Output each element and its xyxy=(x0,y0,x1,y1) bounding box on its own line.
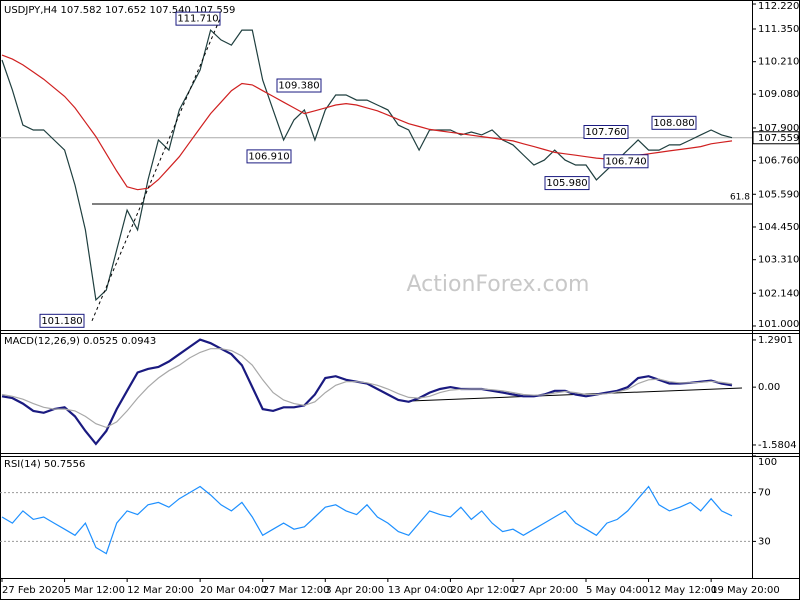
y-tick-label: 103.310 xyxy=(758,255,799,266)
annotation-box xyxy=(39,313,85,328)
annotation-box xyxy=(651,115,697,130)
y-tick-label: 70 xyxy=(758,488,771,499)
y-tick-label: 30 xyxy=(758,536,771,547)
annotation-label: 108.080 xyxy=(653,118,694,129)
price-title: USDJPY,H4 107.582 107.652 107.540 107.55… xyxy=(4,5,235,16)
series-line xyxy=(1,485,733,555)
y-tick-label: 109.080 xyxy=(758,89,799,100)
annotation-label: 109.380 xyxy=(278,81,319,92)
last-price-label: 107.559 xyxy=(758,133,799,144)
y-tick-label: 102.140 xyxy=(758,288,799,299)
y-tick-label: 1.2901 xyxy=(758,335,793,346)
y-tick-label: 107.900 xyxy=(758,123,799,134)
x-tick-label: 12 May 12:00 xyxy=(649,585,718,596)
annotation-label: 107.760 xyxy=(585,127,626,138)
x-tick-label: 5 May 04:00 xyxy=(586,585,648,596)
annotation-label: 111.710 xyxy=(177,14,218,25)
x-tick-label: 3 Apr 20:00 xyxy=(325,585,384,596)
series-line xyxy=(1,348,733,429)
annotation-box xyxy=(603,154,649,169)
fib-label: 61.8 xyxy=(730,193,750,203)
y-tick-label: -1.5804 xyxy=(758,440,797,451)
x-tick-label: 13 Apr 04:00 xyxy=(388,585,453,596)
y-tick-label: 100 xyxy=(758,457,777,468)
x-tick-label: 27 Mar 12:00 xyxy=(263,585,330,596)
x-tick-label: 12 Mar 20:00 xyxy=(127,585,194,596)
annotation-label: 105.980 xyxy=(546,178,587,189)
y-tick-label: 105.590 xyxy=(758,189,799,200)
x-tick-label: 19 May 20:00 xyxy=(711,585,780,596)
annotation-box xyxy=(583,125,629,139)
swing-trendline xyxy=(91,18,221,322)
y-tick-label: 0.00 xyxy=(758,382,780,393)
series-line xyxy=(1,338,733,446)
annotation-label: 106.740 xyxy=(605,156,646,167)
annotation-label: 101.180 xyxy=(41,316,82,327)
rsi-title: RSI(14) 50.7556 xyxy=(4,459,85,470)
y-tick-label: 101.000 xyxy=(758,319,799,330)
x-tick-label: 20 Apr 12:00 xyxy=(450,585,515,596)
x-tick-label: 20 Mar 04:00 xyxy=(200,585,267,596)
watermark: ActionForex.com xyxy=(407,272,590,297)
x-tick-label: 27 Apr 20:00 xyxy=(513,585,578,596)
macd-title: MACD(12,26,9) 0.0525 0.0943 xyxy=(4,336,156,347)
annotation-box xyxy=(246,149,292,164)
last-price-box xyxy=(752,131,800,145)
x-tick-label: 27 Feb 2020 xyxy=(2,585,64,596)
annotation-label: 106.910 xyxy=(248,151,289,162)
annotation-box xyxy=(276,78,322,93)
x-tick-label: 5 Mar 12:00 xyxy=(65,585,125,596)
annotation-box xyxy=(544,176,590,191)
annotation-box xyxy=(175,11,221,26)
y-tick-label: 111.350 xyxy=(758,24,799,35)
y-tick-label: 112.220 xyxy=(758,1,799,12)
y-tick-label: 110.210 xyxy=(758,57,799,68)
y-tick-label: 104.450 xyxy=(758,222,799,233)
y-tick-label: 106.760 xyxy=(758,156,799,167)
